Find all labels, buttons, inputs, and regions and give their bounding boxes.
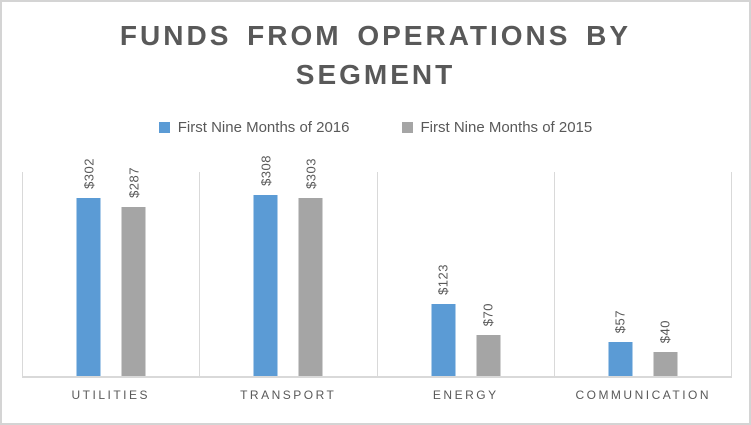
bar-column: $308 <box>253 155 278 376</box>
bar-column: $57 <box>608 309 633 376</box>
data-label-transport-2016: $308 <box>258 155 274 186</box>
bar-column: $287 <box>121 167 146 376</box>
bar-group-transport: $308 $303 <box>253 155 323 376</box>
category-panel-communication: $57 $40 <box>553 172 731 376</box>
bar-column: $123 <box>431 264 456 376</box>
bar-group-energy: $123 $70 <box>431 264 501 376</box>
bar-transport-2016 <box>253 195 278 376</box>
data-label-transport-2015: $303 <box>303 158 319 189</box>
legend-item: First Nine Months of 2015 <box>401 119 593 136</box>
category-label-energy: ENERGY <box>432 388 499 402</box>
category-label-transport: TRANSPORT <box>240 388 337 402</box>
bar-utilities-2016 <box>76 198 101 376</box>
data-label-communication-2015: $40 <box>657 319 673 343</box>
legend-label: First Nine Months of 2016 <box>177 119 350 136</box>
data-label-energy-2015: $70 <box>480 302 496 326</box>
category-panel-energy: $123 $70 <box>376 172 554 376</box>
bar-group-communication: $57 $40 <box>608 309 678 376</box>
data-label-energy-2016: $123 <box>435 264 451 295</box>
chart-title-line2: SEGMENT <box>295 59 456 90</box>
category-axis: UTILITIES TRANSPORT ENERGY COMMUNICATION <box>22 388 732 402</box>
bar-column: $70 <box>476 302 501 376</box>
chart-title-line1: FUNDS FROM OPERATIONS BY <box>119 20 632 51</box>
legend-swatch-icon <box>401 122 413 133</box>
legend-swatch-icon <box>158 122 170 133</box>
category-panel-utilities: $302 $287 <box>22 158 199 376</box>
plot-area: $302 $287 $308 $303 $123 $70 $57 $40 <box>22 155 732 378</box>
category-panel-transport: $308 $303 <box>199 155 376 376</box>
bar-transport-2015 <box>298 198 323 376</box>
legend-label: First Nine Months of 2015 <box>420 119 593 136</box>
category-label-communication: COMMUNICATION <box>575 388 712 402</box>
bar-column: $303 <box>298 158 323 376</box>
bar-utilities-2015 <box>121 207 146 376</box>
legend: First Nine Months of 2016 First Nine Mon… <box>2 119 749 136</box>
legend-item: First Nine Months of 2016 <box>158 119 350 136</box>
chart-title: FUNDS FROM OPERATIONS BY SEGMENT <box>2 16 749 94</box>
bar-energy-2015 <box>476 335 501 376</box>
bar-group-utilities: $302 $287 <box>76 158 146 376</box>
bar-communication-2016 <box>608 342 633 376</box>
bar-communication-2015 <box>653 352 678 376</box>
bar-column: $302 <box>76 158 101 376</box>
data-label-utilities-2016: $302 <box>81 158 97 189</box>
bar-column: $40 <box>653 319 678 376</box>
data-label-communication-2016: $57 <box>612 309 628 333</box>
bar-energy-2016 <box>431 304 456 376</box>
data-label-utilities-2015: $287 <box>126 167 142 198</box>
category-label-utilities: UTILITIES <box>71 388 150 402</box>
